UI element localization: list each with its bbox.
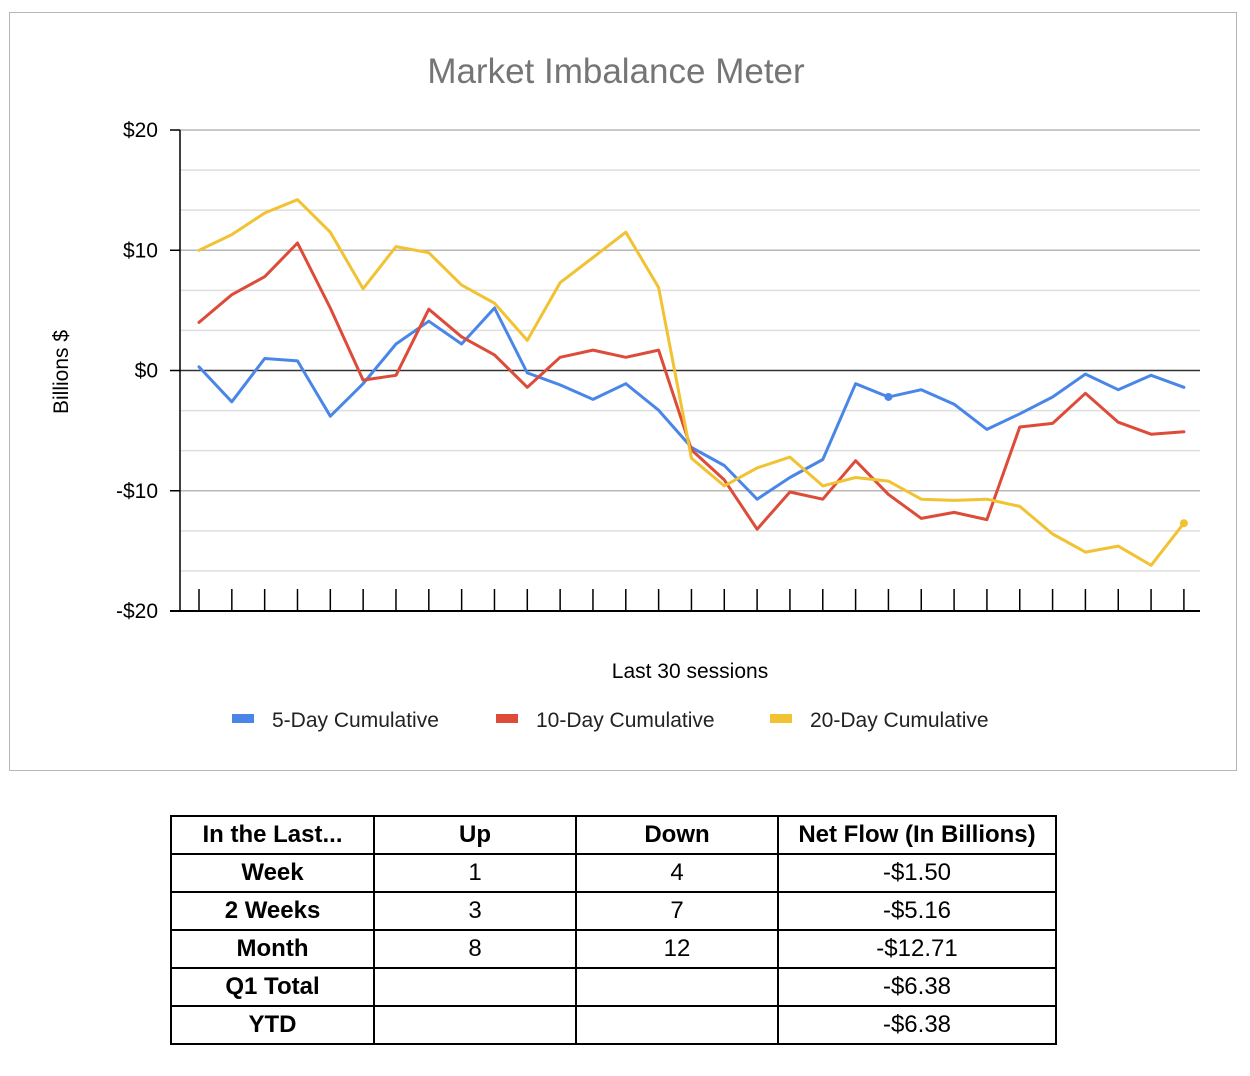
up-count: 3 [373, 891, 577, 931]
net-flow-table: In the Last... Up Down Net Flow (In Bill… [170, 815, 1057, 1045]
down-count [575, 967, 779, 1007]
row-label: YTD [170, 1005, 375, 1045]
table-row: Month 8 12 -$12.71 [170, 929, 1057, 969]
header-up: Up [373, 815, 577, 855]
series-line-2 [197, 241, 1186, 531]
row-label: Month [170, 929, 375, 969]
table-row: 2 Weeks 3 7 -$5.16 [170, 891, 1057, 931]
net-flow-value: -$1.50 [777, 853, 1057, 893]
header-down: Down [575, 815, 779, 855]
net-flow-value: -$12.71 [777, 929, 1057, 969]
down-count: 12 [575, 929, 779, 969]
y-tick-label: $0 [135, 360, 158, 383]
axes: $20 $10 $0 -$10 -$20 [116, 119, 1200, 623]
y-axis-title: Billions $ [50, 330, 73, 414]
y-tick-label: $10 [123, 239, 158, 262]
header-net-flow: Net Flow (In Billions) [777, 815, 1057, 855]
up-count [373, 1005, 577, 1045]
grid-lines [180, 129, 1200, 572]
series-lines [197, 198, 1188, 567]
series-line-1 [197, 306, 1186, 501]
chart-title: Market Imbalance Meter [427, 52, 805, 91]
series-line-3 [197, 198, 1186, 567]
up-count: 8 [373, 929, 577, 969]
legend-swatch [232, 714, 254, 723]
line-chart: Market Imbalance Meter $20$10$0-$10-$20 … [50, 52, 1200, 732]
net-flow-value: -$6.38 [777, 967, 1057, 1007]
row-label: Week [170, 853, 375, 893]
y-tick-label: -$10 [116, 480, 158, 503]
down-count [575, 1005, 779, 1045]
down-count: 4 [575, 853, 779, 893]
legend: 5-Day Cumulative 10-Day Cumulative 20-Day … [232, 709, 989, 732]
legend-label: 5-Day Cumulative [272, 709, 439, 732]
down-count: 7 [575, 891, 779, 931]
table-row: YTD -$6.38 [170, 1005, 1057, 1045]
legend-swatch [496, 714, 518, 723]
x-axis-title: Last 30 sessions [612, 660, 768, 683]
legend-swatch [770, 714, 792, 723]
table-header-row: In the Last... Up Down Net Flow (In Bill… [170, 815, 1057, 855]
row-label: Q1 Total [170, 967, 375, 1007]
table-row: Q1 Total -$6.38 [170, 967, 1057, 1007]
chart-container: Market Imbalance Meter $20 $10 $0 -$10 -$20 … [9, 12, 1237, 771]
y-tick-label: $20 [123, 119, 158, 142]
up-count [373, 967, 577, 1007]
legend-label: 10-Day Cumulative [536, 709, 715, 732]
table-row: Week 1 4 -$1.50 [170, 853, 1057, 893]
data-point [1179, 519, 1188, 528]
header-period: In the Last... [170, 815, 375, 855]
net-flow-value: -$5.16 [777, 891, 1057, 931]
data-point [884, 392, 893, 401]
net-flow-value: -$6.38 [777, 1005, 1057, 1045]
legend-label: 20-Day Cumulative [810, 709, 989, 732]
up-count: 1 [373, 853, 577, 893]
y-tick-label: -$20 [116, 600, 158, 623]
row-label: 2 Weeks [170, 891, 375, 931]
